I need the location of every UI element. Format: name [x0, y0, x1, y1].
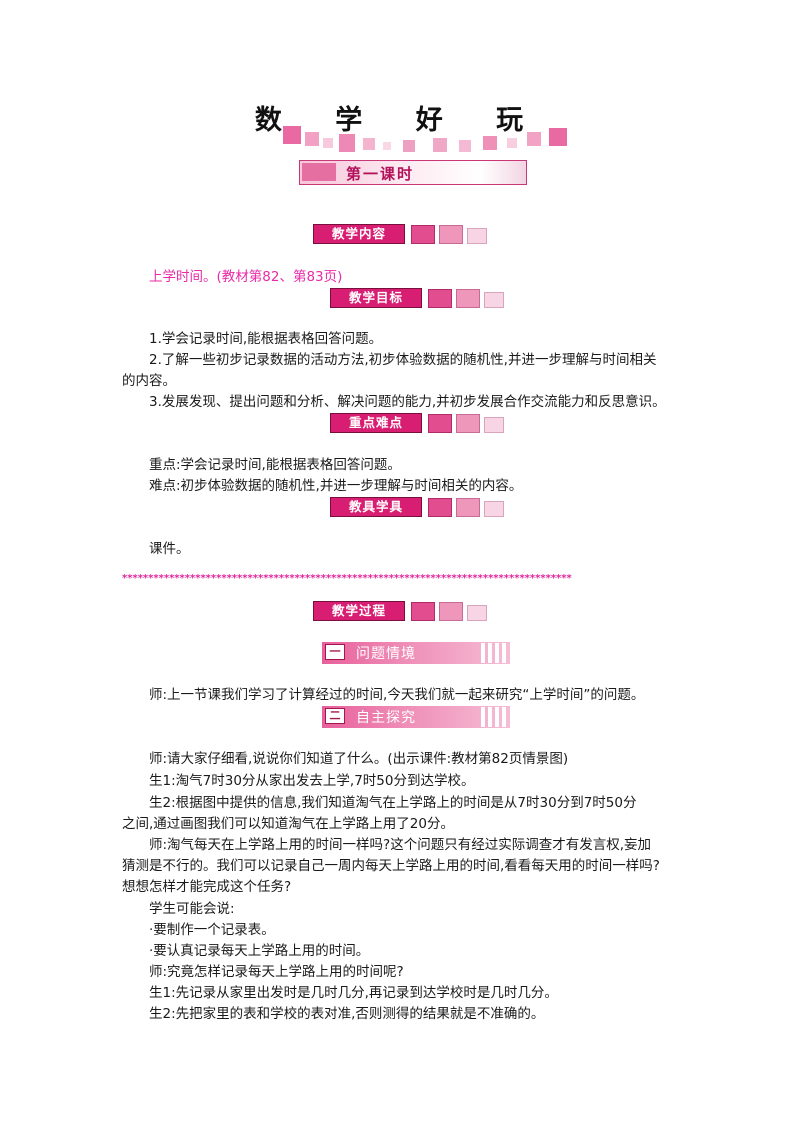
dialogue-line: 猜测是不行的。我们可以记录自己一周内每天上学路上用的时间,看看每天用的时间一样吗… [122, 858, 660, 874]
dialogue-line: 生1:淘气7时30分从家出发去上学,7时50分到达学校。 [149, 773, 475, 789]
lesson-banner: 第一课时 [299, 160, 527, 185]
dialogue-line: 生2:根据图中提供的信息,我们知道淘气在上学路上的时间是从7时30分到7时50分 [149, 795, 637, 811]
dialogue-line: 师:究竟怎样记录每天上学路上用的时间呢? [149, 964, 404, 980]
sub-banner-bars [478, 707, 506, 727]
sub-banner-number: 一 [325, 644, 345, 660]
sub-banner-number: 二 [325, 708, 345, 724]
section-header-key-points: 重点难点 [330, 413, 510, 435]
title-decoration [283, 126, 567, 152]
sub-banner-problem: 一 问题情境 [322, 642, 510, 664]
dialogue-line: 生2:先把家里的表和学校的表对准,否则测得的结果就是不准确的。 [149, 1006, 545, 1022]
dialogue-line: ·要认真记录每天上学路上用的时间。 [149, 943, 370, 959]
key-point-line: 重点:学会记录时间,能根据表格回答问题。 [149, 457, 401, 473]
sub-banner-bars [478, 643, 506, 663]
lesson-banner-tab [302, 163, 336, 181]
sub-banner-label: 自主探究 [356, 710, 416, 726]
dialogue-line: 生1:先记录从家里出发时是几时几分,再记录到达学校时是几时几分。 [149, 985, 558, 1001]
key-point-line: 难点:初步体验数据的随机性,并进一步理解与时间相关的内容。 [149, 478, 523, 494]
section-label: 教学内容 [313, 224, 405, 244]
section-label: 教学过程 [313, 601, 405, 621]
dialogue-line: 学生可能会说: [149, 901, 235, 917]
sub1-text: 师:上一节课我们学习了计算经过的时间,今天我们就一起来研究“上学时间”的问题。 [149, 687, 645, 703]
section-label: 教学目标 [330, 288, 422, 308]
sub-banner-label: 问题情境 [356, 646, 416, 662]
goal-line: 2.了解一些初步记录数据的活动方法,初步体验数据的随机性,并进一步理解与时间相关 [149, 352, 657, 368]
section-label: 教具学具 [330, 497, 422, 517]
section-label: 重点难点 [330, 413, 422, 433]
sub-banner-explore: 二 自主探究 [322, 706, 510, 728]
goal-line: 的内容。 [122, 373, 176, 389]
section-header-tools: 教具学具 [330, 497, 510, 519]
dialogue-line: ·要制作一个记录表。 [149, 922, 275, 938]
dialogue-line: 师:请大家仔细看,说说你们知道了什么。(出示课件:教材第82页情景图) [149, 751, 569, 767]
star-separator: ****************************************… [122, 573, 572, 584]
section-header-goals: 教学目标 [330, 288, 510, 310]
section-header-content: 教学内容 [313, 224, 493, 246]
dialogue-line: 想想怎样才能完成这个任务? [122, 879, 292, 895]
dialogue-line: 之间,通过画图我们可以知道淘气在上学路上用了20分。 [122, 816, 454, 832]
section-header-process: 教学过程 [313, 601, 493, 623]
dialogue-line: 师:淘气每天在上学路上用的时间一样吗?这个问题只有经过实际调查才有发言权,妄加 [149, 837, 652, 853]
lesson-label: 第一课时 [346, 165, 415, 183]
content-text: 上学时间。(教材第82、第83页) [149, 269, 343, 285]
tools-text: 课件。 [149, 541, 190, 557]
goal-line: 3.发展发现、提出问题和分析、解决问题的能力,并初步发展合作交流能力和反思意识。 [149, 394, 666, 410]
goal-line: 1.学会记录时间,能根据表格回答问题。 [149, 331, 383, 347]
